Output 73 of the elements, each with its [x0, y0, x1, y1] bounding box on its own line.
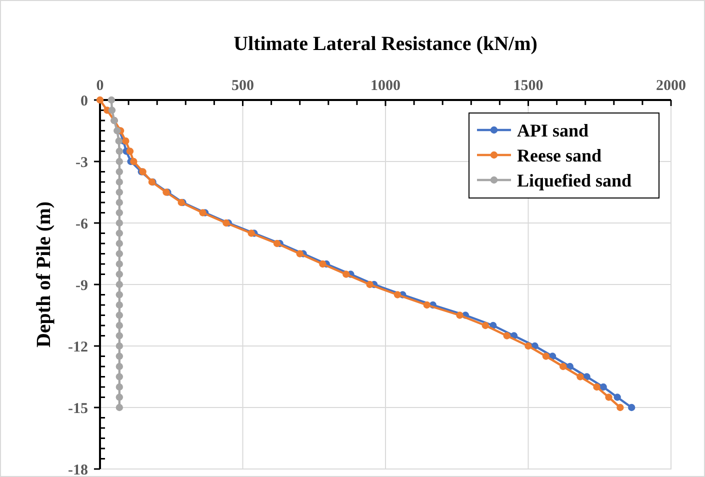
legend-label: Reese sand — [517, 145, 602, 166]
y-tick-label: 0 — [80, 93, 88, 110]
point — [108, 106, 116, 114]
point — [394, 291, 402, 298]
point — [116, 168, 124, 176]
point — [116, 178, 124, 186]
point — [456, 312, 464, 319]
y-tick-label: -9 — [76, 278, 88, 294]
point — [600, 383, 607, 391]
point — [342, 270, 350, 278]
point — [116, 362, 124, 370]
point — [116, 260, 124, 268]
point — [116, 322, 124, 330]
point — [116, 280, 124, 288]
point — [576, 373, 584, 380]
point — [116, 209, 124, 216]
point — [524, 342, 532, 350]
point — [116, 230, 124, 237]
point — [319, 260, 326, 268]
point — [116, 188, 124, 196]
legend-label: Liquefied sand — [517, 170, 632, 190]
x-tick-label: 1500 — [513, 78, 544, 94]
point — [273, 240, 281, 248]
point — [296, 250, 304, 258]
point — [116, 394, 124, 401]
point — [423, 301, 430, 309]
x-tick-label: 1000 — [370, 78, 400, 94]
point — [503, 332, 510, 340]
point — [116, 312, 124, 319]
point — [126, 148, 134, 155]
point — [116, 373, 124, 380]
y-tick-label: -15 — [68, 400, 88, 417]
point — [116, 198, 124, 206]
point — [108, 96, 116, 104]
point — [122, 137, 130, 145]
point — [222, 219, 230, 227]
y-axis-title: Depth of Pile (m) — [33, 201, 55, 348]
point — [116, 352, 124, 360]
y-tick-label: -6 — [76, 216, 88, 232]
point — [616, 404, 624, 412]
x-tick-label: 2000 — [656, 78, 686, 94]
point — [116, 250, 124, 258]
x-tick-label: 500 — [232, 78, 254, 94]
point — [199, 209, 206, 216]
point — [116, 404, 124, 412]
point — [116, 270, 124, 278]
point — [116, 301, 124, 309]
y-tick-label: -3 — [76, 154, 88, 171]
point — [614, 394, 621, 401]
point — [559, 362, 567, 370]
point — [116, 240, 124, 248]
legend-label: API sand — [517, 120, 589, 140]
point — [628, 404, 636, 412]
y-tick-label: -12 — [68, 339, 88, 356]
point — [248, 230, 255, 237]
point — [114, 127, 121, 134]
point — [593, 383, 600, 391]
point — [605, 394, 612, 401]
x-axis-title: Ultimate Lateral Resistance (kN/m) — [234, 33, 538, 55]
point — [116, 158, 124, 166]
x-tick-label: 0 — [96, 78, 104, 94]
point — [482, 322, 490, 330]
point — [116, 342, 124, 350]
point — [116, 219, 124, 227]
point — [115, 137, 122, 145]
point — [116, 383, 124, 391]
point — [130, 158, 138, 166]
point — [116, 332, 124, 340]
point — [542, 352, 550, 360]
point — [366, 280, 374, 288]
y-tick-label: -18 — [68, 462, 88, 477]
point — [116, 148, 124, 155]
point — [116, 291, 124, 298]
